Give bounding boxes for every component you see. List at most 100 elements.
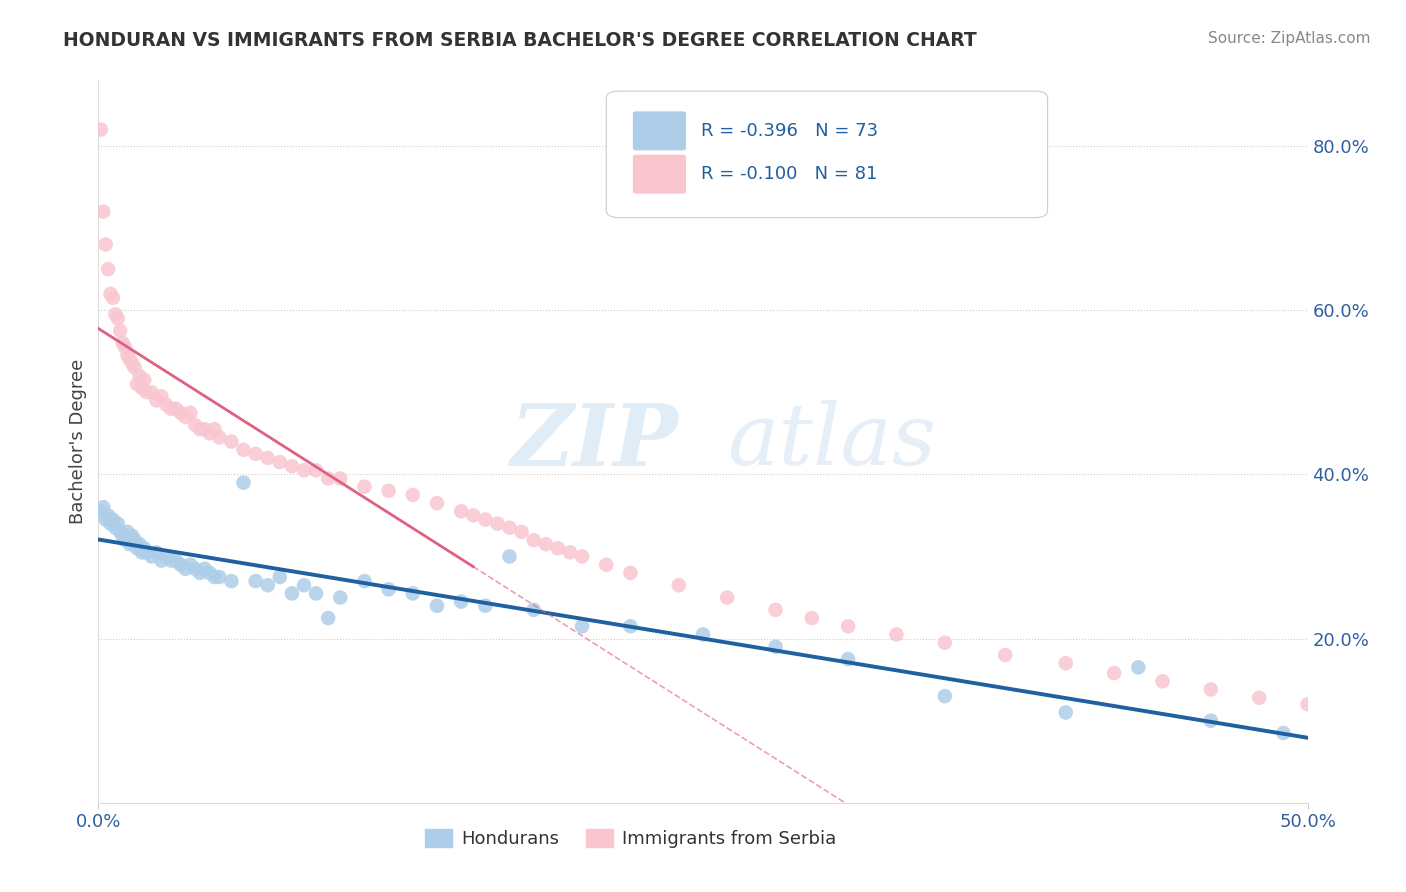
Point bbox=[104, 521, 127, 535]
Point bbox=[179, 558, 201, 572]
Point bbox=[108, 524, 131, 539]
Point bbox=[169, 406, 191, 420]
Point bbox=[198, 426, 221, 441]
Point bbox=[141, 385, 163, 400]
Point bbox=[118, 352, 141, 367]
Point bbox=[245, 447, 267, 461]
Point bbox=[198, 566, 221, 580]
Point bbox=[165, 553, 187, 567]
Point bbox=[135, 545, 157, 559]
Point bbox=[128, 537, 150, 551]
Point bbox=[1249, 690, 1271, 705]
Point bbox=[426, 599, 449, 613]
Point bbox=[121, 357, 143, 371]
Point bbox=[114, 533, 136, 547]
Point bbox=[316, 611, 339, 625]
Point bbox=[91, 204, 114, 219]
Point bbox=[1152, 674, 1174, 689]
Point bbox=[221, 574, 243, 588]
Point bbox=[134, 373, 156, 387]
Point bbox=[316, 471, 339, 485]
Point bbox=[765, 640, 787, 654]
Text: HONDURAN VS IMMIGRANTS FROM SERBIA BACHELOR'S DEGREE CORRELATION CHART: HONDURAN VS IMMIGRANTS FROM SERBIA BACHE… bbox=[63, 31, 977, 50]
Point bbox=[94, 237, 117, 252]
Point bbox=[97, 508, 120, 523]
Point bbox=[523, 603, 546, 617]
Point bbox=[463, 508, 485, 523]
Point bbox=[1344, 706, 1367, 720]
Point bbox=[101, 512, 124, 526]
Point bbox=[934, 689, 956, 703]
Point bbox=[90, 122, 112, 136]
Point bbox=[510, 524, 533, 539]
Text: ZIP: ZIP bbox=[510, 400, 679, 483]
Point bbox=[135, 385, 157, 400]
Point bbox=[208, 430, 231, 444]
Point bbox=[124, 360, 146, 375]
Point bbox=[114, 340, 136, 354]
Point bbox=[221, 434, 243, 449]
Point bbox=[292, 463, 315, 477]
Point bbox=[232, 442, 254, 457]
Point bbox=[886, 627, 908, 641]
Point bbox=[1054, 657, 1077, 671]
Point bbox=[174, 562, 197, 576]
Point bbox=[155, 549, 177, 564]
Point bbox=[292, 578, 315, 592]
Point bbox=[204, 422, 226, 436]
Point bbox=[204, 570, 226, 584]
Point bbox=[498, 549, 520, 564]
Point bbox=[174, 409, 197, 424]
Point bbox=[1393, 714, 1406, 728]
Point bbox=[619, 619, 641, 633]
Point bbox=[571, 549, 593, 564]
FancyBboxPatch shape bbox=[633, 154, 686, 194]
Point bbox=[97, 262, 120, 277]
Point bbox=[498, 521, 520, 535]
Point bbox=[256, 450, 278, 465]
Point bbox=[1102, 666, 1125, 681]
Point bbox=[1054, 706, 1077, 720]
Point bbox=[765, 603, 787, 617]
Point bbox=[131, 545, 153, 559]
Point bbox=[377, 483, 399, 498]
Point bbox=[402, 586, 425, 600]
Point bbox=[117, 524, 139, 539]
Point bbox=[108, 324, 131, 338]
Point bbox=[160, 553, 183, 567]
Y-axis label: Bachelor's Degree: Bachelor's Degree bbox=[69, 359, 87, 524]
Text: Source: ZipAtlas.com: Source: ZipAtlas.com bbox=[1208, 31, 1371, 46]
Point bbox=[305, 586, 328, 600]
Point bbox=[1199, 682, 1222, 697]
Point bbox=[716, 591, 738, 605]
Point bbox=[121, 529, 143, 543]
Point bbox=[402, 488, 425, 502]
Point bbox=[256, 578, 278, 592]
Point bbox=[117, 348, 139, 362]
Point bbox=[179, 406, 201, 420]
Point bbox=[91, 500, 114, 515]
Point bbox=[145, 393, 167, 408]
Point bbox=[150, 553, 173, 567]
Point bbox=[269, 455, 291, 469]
Point bbox=[474, 599, 496, 613]
Point bbox=[184, 418, 207, 433]
Point bbox=[155, 398, 177, 412]
Point bbox=[668, 578, 690, 592]
Point bbox=[101, 291, 124, 305]
FancyBboxPatch shape bbox=[633, 112, 686, 151]
Point bbox=[692, 627, 714, 641]
Text: atlas: atlas bbox=[727, 401, 936, 483]
Point bbox=[281, 586, 304, 600]
Point bbox=[111, 529, 134, 543]
Point bbox=[100, 516, 122, 531]
Point bbox=[100, 286, 122, 301]
Point bbox=[1272, 726, 1295, 740]
Point bbox=[1128, 660, 1150, 674]
Point bbox=[619, 566, 641, 580]
Point bbox=[165, 401, 187, 416]
Point bbox=[1199, 714, 1222, 728]
Point bbox=[800, 611, 823, 625]
Point bbox=[107, 516, 129, 531]
Point bbox=[127, 541, 149, 556]
